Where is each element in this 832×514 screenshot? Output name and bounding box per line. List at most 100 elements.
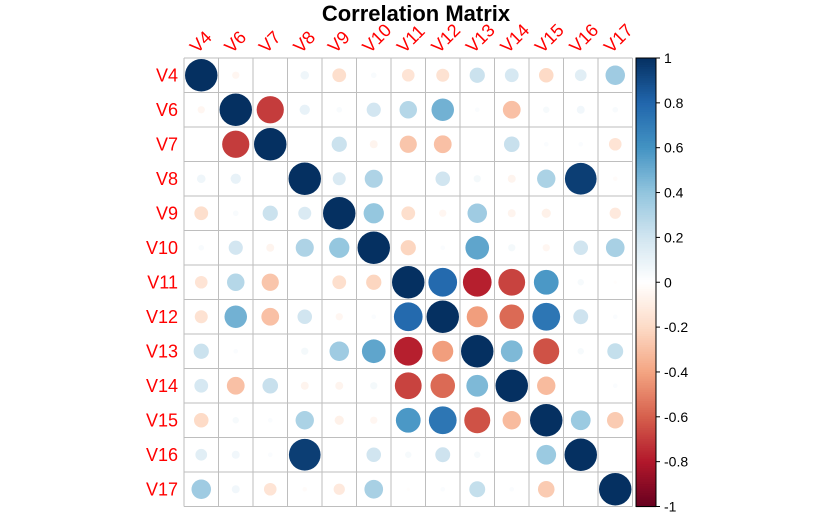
correlation-circle-v7-v10 (369, 140, 378, 149)
colorbar-segment (636, 255, 656, 259)
correlation-circle-v13-v15 (533, 338, 560, 365)
colorbar-segment (636, 309, 656, 312)
colorbar-segment (636, 385, 656, 389)
row-label-v13: V13 (146, 341, 178, 361)
colorbar-segment (636, 286, 656, 290)
correlation-circle-v10-v16 (573, 240, 589, 256)
colorbar-segment (636, 349, 656, 353)
correlation-circle-v9-v13 (467, 203, 487, 223)
row-label-v7: V7 (156, 134, 178, 154)
colorbar-segment (636, 333, 656, 337)
correlation-circle-v12-v15 (532, 302, 561, 331)
colorbar-segment (636, 147, 656, 151)
correlation-circle-v11-v17 (613, 280, 617, 284)
colorbar-segment (636, 93, 656, 97)
colorbar-segment (636, 475, 656, 478)
colorbar-segment (636, 367, 656, 371)
row-label-v8: V8 (156, 169, 178, 189)
color-bar: 1 0.8 0.6 0.4 0.2 0 -0.2 -0.4 -0.6 -0.8 -1 (635, 50, 688, 514)
correlation-circle-v9-v17 (609, 207, 621, 219)
colorbar-segment (636, 468, 656, 472)
colorbar-segment (636, 304, 656, 308)
correlation-circle-v7-v14 (503, 136, 520, 153)
correlation-circle-v9-v11 (401, 206, 416, 221)
colorbar-segment (636, 165, 656, 169)
colorbar-segment (636, 421, 656, 425)
colorbar-segment (636, 244, 656, 247)
correlation-circle-v9-v12 (439, 209, 447, 217)
correlation-circle-v8-v12 (435, 171, 451, 187)
correlation-circle-v14-v6 (226, 376, 245, 395)
correlation-circle-v9-v8 (298, 206, 312, 220)
correlation-circle-v10-v12 (440, 245, 446, 251)
correlation-circle-v4-v16 (574, 69, 587, 82)
colorbar-segment (636, 246, 656, 250)
colorbar-segment (636, 91, 656, 95)
colorbar-segment (636, 221, 656, 225)
correlation-circle-v4-v9 (332, 68, 347, 83)
colorbar-segment (636, 358, 656, 362)
colorbar-segment (636, 176, 656, 180)
colorbar-segment (636, 401, 656, 404)
colorbar-segment (636, 136, 656, 140)
correlation-circle-v6-v4 (197, 106, 205, 114)
colorbar-segment (636, 203, 656, 207)
row-label-v15: V15 (146, 410, 178, 430)
correlation-circle-v12-v6 (224, 305, 248, 329)
colorbar-segment (636, 493, 656, 496)
colorbar-segment (636, 273, 656, 277)
colorbar-segment (636, 69, 656, 73)
colorbar-segment (636, 266, 656, 270)
row-label-v4: V4 (156, 65, 178, 85)
colorbar-segment (636, 374, 656, 378)
colorbar-segment (636, 228, 656, 232)
correlation-circle-v13-v8 (301, 347, 309, 355)
colorbar-segment (636, 430, 656, 434)
correlation-circle-v8-v14 (507, 174, 516, 183)
colorbar-segment (636, 448, 656, 452)
correlation-circle-v15-v4 (193, 412, 209, 428)
colorbar-segment (636, 271, 656, 274)
correlation-circle-v10-v14 (508, 244, 516, 252)
colorbar-tick-label: 0.8 (664, 95, 684, 111)
colorbar-segment (636, 340, 656, 344)
colorbar-segment (636, 410, 656, 413)
correlation-circle-v8-v16 (564, 162, 597, 195)
colorbar-segment (636, 183, 656, 187)
row-label-v9: V9 (156, 203, 178, 223)
colorbar-segment (636, 84, 656, 88)
colorbar-tick-label: 1 (664, 50, 672, 66)
colorbar-segment (636, 477, 656, 481)
correlation-circle-v16-v10 (366, 447, 382, 463)
correlation-circle-v7-v12 (433, 135, 452, 154)
colorbar-segment (636, 461, 656, 465)
correlation-circle-v17-v7 (263, 482, 277, 496)
colorbar-segment (636, 161, 656, 164)
colorbar-segment (636, 152, 656, 156)
colorbar-segment (636, 313, 656, 317)
colorbar-segment (636, 450, 656, 454)
correlation-circle-v17-v10 (364, 479, 384, 499)
correlation-circle-v10-v8 (295, 238, 314, 257)
correlation-circle-v11-v13 (462, 267, 492, 297)
colorbar-segment (636, 206, 656, 209)
colorbar-segment (636, 66, 656, 70)
colorbar-segment (636, 127, 656, 131)
colorbar-segment (636, 123, 656, 126)
correlation-circle-v4-v6 (232, 71, 240, 79)
correlation-circle-v17-v17 (599, 473, 632, 506)
correlation-circle-v15-v10 (370, 416, 378, 424)
colorbar-segment (636, 371, 656, 375)
colorbar-tick-label: 0.6 (664, 140, 684, 156)
colorbar-segment (636, 479, 656, 483)
colorbar-segment (636, 362, 656, 366)
row-label-v6: V6 (156, 100, 178, 120)
colorbar-segment (636, 241, 656, 245)
correlation-circle-v14-v17 (612, 383, 618, 389)
column-label-v9: V9 (324, 27, 354, 57)
correlation-circle-v11-v4 (194, 275, 208, 289)
colorbar-segment (636, 226, 656, 230)
colorbar-segment (636, 132, 656, 135)
correlation-circle-v11-v10 (366, 274, 382, 290)
correlation-circle-v11-v7 (261, 273, 279, 291)
